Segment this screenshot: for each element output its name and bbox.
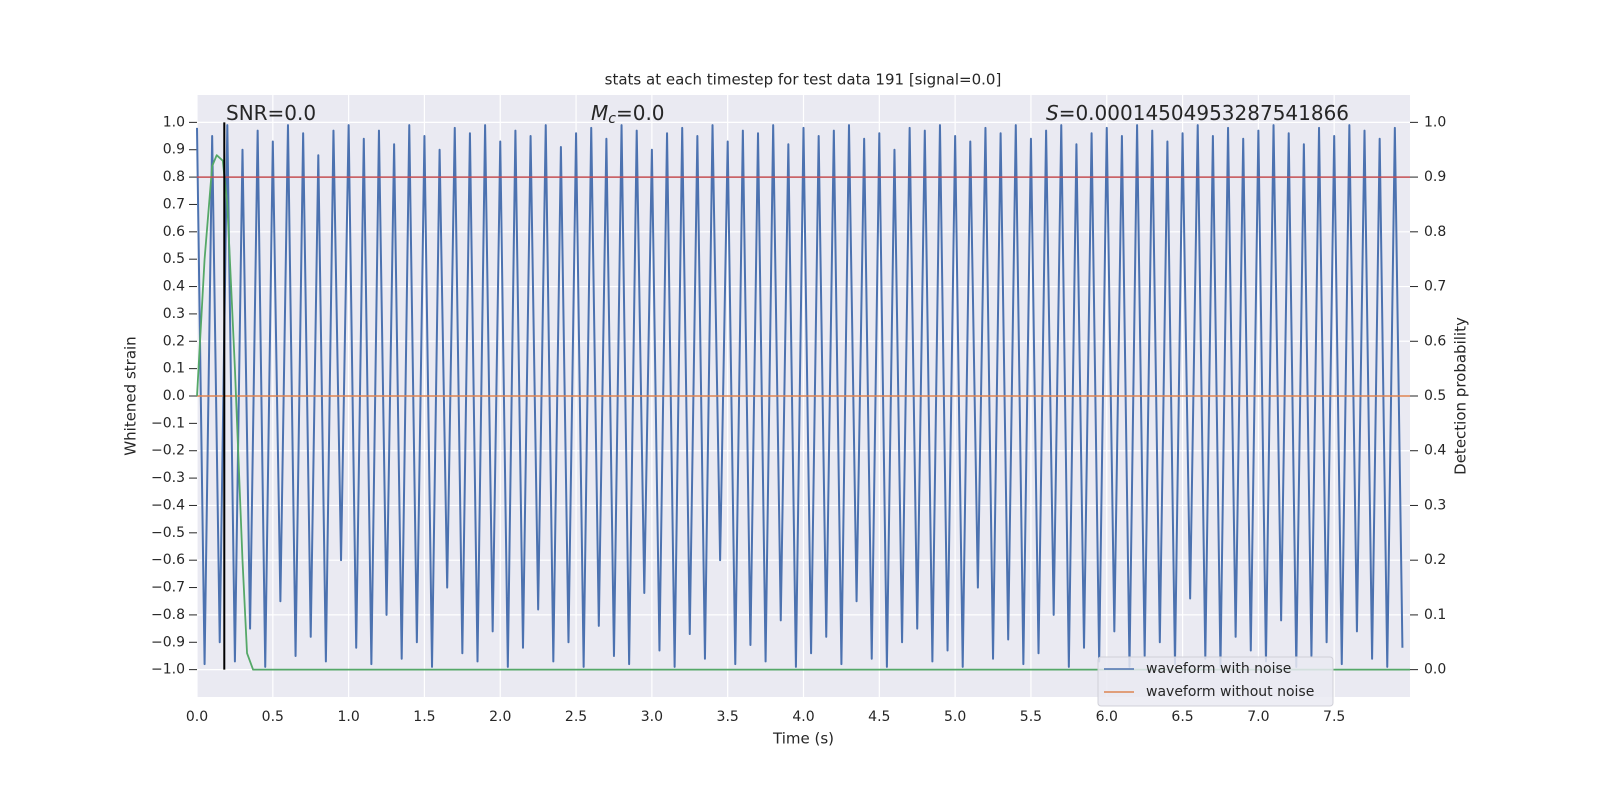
y-tick-label: −0.4 bbox=[151, 497, 185, 513]
x-tick-label: 7.5 bbox=[1323, 709, 1345, 725]
y2-tick-label: 0.3 bbox=[1424, 497, 1446, 513]
y2-tick-label: 0.9 bbox=[1424, 169, 1446, 185]
x-tick-label: 0.5 bbox=[262, 709, 284, 725]
x-tick-label: 2.5 bbox=[565, 709, 587, 725]
annotation-subscript: c bbox=[608, 111, 616, 127]
y-tick-label: 0.7 bbox=[163, 196, 185, 212]
x-tick-label: 6.5 bbox=[1171, 709, 1193, 725]
y-tick-label: 0.3 bbox=[163, 306, 185, 322]
annotation-text: =0.00014504953287541866 bbox=[1059, 101, 1349, 125]
x-tick-label: 1.5 bbox=[413, 709, 435, 725]
y-tick-label: −0.1 bbox=[151, 415, 185, 431]
y-tick-label: −0.5 bbox=[151, 525, 185, 541]
y-tick-label: 0.8 bbox=[163, 169, 185, 185]
y2-tick-label: 0.0 bbox=[1424, 662, 1446, 678]
y-tick-label: 0.5 bbox=[163, 251, 185, 267]
legend-label: waveform without noise bbox=[1146, 684, 1314, 700]
y2-tick-label: 0.4 bbox=[1424, 443, 1446, 459]
legend-box bbox=[1097, 656, 1334, 707]
y-tick-label: −0.6 bbox=[151, 552, 185, 568]
y-tick-label: 1.0 bbox=[163, 114, 185, 130]
y2-tick-label: 0.8 bbox=[1424, 224, 1446, 240]
y-tick-label: −0.3 bbox=[151, 470, 185, 486]
y2-tick-label: 0.1 bbox=[1424, 607, 1446, 623]
y2-tick-label: 0.7 bbox=[1424, 279, 1446, 295]
x-tick-label: 5.0 bbox=[944, 709, 966, 725]
y-tick-label: −0.7 bbox=[151, 580, 185, 596]
x-axis-label: Time (s) bbox=[772, 730, 834, 748]
x-tick-label: 2.0 bbox=[489, 709, 511, 725]
x-tick-label: 5.5 bbox=[1020, 709, 1042, 725]
y-tick-label: 0.9 bbox=[163, 142, 185, 158]
y-tick-label: 0.0 bbox=[163, 388, 185, 404]
y-tick-label: −0.2 bbox=[151, 443, 185, 459]
y2-tick-label: 1.0 bbox=[1424, 114, 1446, 130]
y2-tick-label: 0.5 bbox=[1424, 388, 1446, 404]
y-tick-label: −1.0 bbox=[151, 662, 185, 678]
annotation-text: SNR=0.0 bbox=[226, 101, 316, 125]
y-tick-label: −0.9 bbox=[151, 634, 185, 650]
x-tick-label: 4.5 bbox=[868, 709, 890, 725]
annotation: Mc=0.0 bbox=[591, 101, 665, 128]
annotation-symbol: M bbox=[591, 101, 608, 125]
legend: waveform with noise waveform without nois… bbox=[1097, 656, 1334, 707]
probability-line bbox=[196, 154, 1410, 671]
annotation-symbol: S bbox=[1046, 101, 1059, 125]
y-axis-label: Whitened strain bbox=[122, 336, 140, 455]
y2-axis-label: Detection probability bbox=[1452, 317, 1470, 475]
legend-label: waveform with noise bbox=[1146, 661, 1291, 677]
y-tick-label: 0.4 bbox=[163, 279, 185, 295]
y2-tick-label: 0.2 bbox=[1424, 552, 1446, 568]
annotation-text: =0.0 bbox=[616, 101, 665, 125]
series-line bbox=[196, 124, 1404, 668]
y-tick-label: 0.1 bbox=[163, 361, 185, 377]
y-tick-label: 0.6 bbox=[163, 224, 185, 240]
chart-title: stats at each timestep for test data 191… bbox=[605, 71, 1002, 89]
y-tick-label: −0.8 bbox=[151, 607, 185, 623]
annotation: S=0.00014504953287541866 bbox=[1046, 101, 1349, 125]
annotation: SNR=0.0 bbox=[226, 101, 316, 125]
x-tick-label: 3.5 bbox=[717, 709, 739, 725]
x-tick-label: 6.0 bbox=[1096, 709, 1118, 725]
x-tick-label: 7.0 bbox=[1247, 709, 1269, 725]
y-tick-label: 0.2 bbox=[163, 333, 185, 349]
x-tick-label: 3.0 bbox=[641, 709, 663, 725]
x-tick-label: 1.0 bbox=[337, 709, 359, 725]
y2-tick-label: 0.6 bbox=[1424, 333, 1446, 349]
x-tick-label: 0.0 bbox=[186, 709, 208, 725]
x-tick-label: 4.0 bbox=[792, 709, 814, 725]
